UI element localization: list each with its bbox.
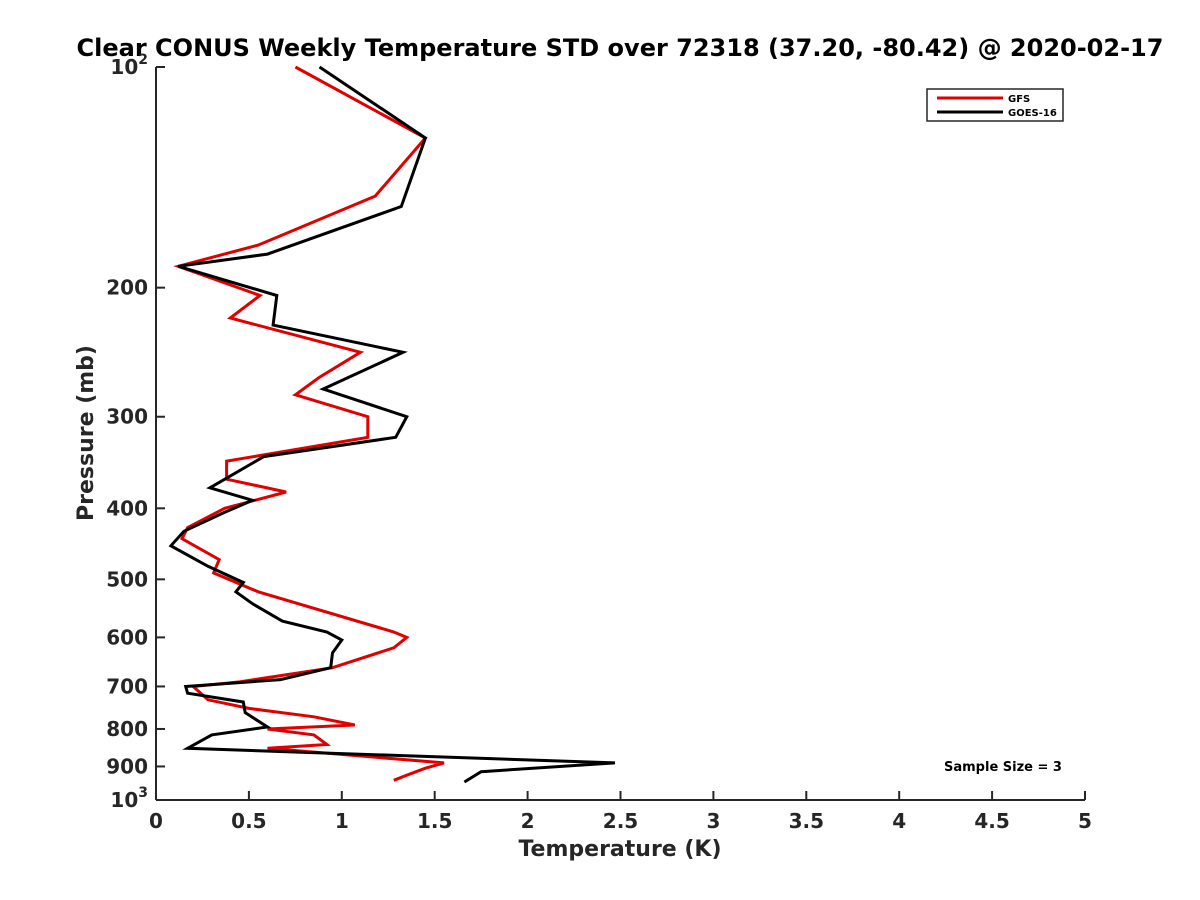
- x-tick-label: 0.5: [231, 809, 266, 833]
- y-tick-label-exponent: 3: [138, 785, 148, 801]
- series-line-goes-16: [168, 65, 615, 784]
- y-tick-label: 800: [106, 717, 148, 741]
- y-tick-label: 300: [106, 405, 148, 429]
- y-tick-label: 102: [110, 52, 148, 79]
- y-tick-label: 200: [106, 276, 148, 300]
- x-tick-label: 3.5: [789, 809, 824, 833]
- x-tick-label: 2.5: [603, 809, 638, 833]
- y-tick-label: 700: [106, 674, 148, 698]
- x-tick-label: 4: [892, 809, 906, 833]
- y-tick-label: 900: [106, 754, 148, 778]
- x-tick-label: 1.5: [417, 809, 452, 833]
- x-tick-label: 5: [1078, 809, 1092, 833]
- legend-box: [926, 88, 1064, 122]
- y-tick-label-base: 10: [110, 788, 138, 812]
- sample-size-annotation: Sample Size = 3: [944, 760, 1062, 775]
- x-tick-label: 0: [149, 809, 163, 833]
- axes: 0 0.5 1 1.5 2 2.5 3 3.5 4 4.5 51022003004005006007…: [106, 52, 1092, 833]
- y-axis-label: Pressure (mb): [74, 345, 99, 521]
- x-axis-label: Temperature (K): [518, 837, 721, 862]
- x-tick-label: 2: [521, 809, 535, 833]
- y-tick-label: 103: [110, 785, 148, 812]
- chart-title: Clear CONUS Weekly Temperature STD over …: [77, 34, 1164, 62]
- legend-label: GFS: [1008, 94, 1030, 105]
- y-tick-label-base: 10: [110, 55, 138, 79]
- y-tick-label: 400: [106, 496, 148, 520]
- x-tick-label: 1: [335, 809, 349, 833]
- series-layer: [168, 65, 615, 784]
- y-tick-label: 600: [106, 625, 148, 649]
- legend-label: GOES-16: [1008, 108, 1057, 119]
- series-line-gfs: [173, 65, 445, 782]
- y-tick-label-exponent: 2: [138, 52, 148, 68]
- y-tick-label: 500: [106, 567, 148, 591]
- x-tick-label: 4.5: [974, 809, 1009, 833]
- legend: GFS GOES-16: [926, 88, 1064, 122]
- x-tick-label: 3: [706, 809, 720, 833]
